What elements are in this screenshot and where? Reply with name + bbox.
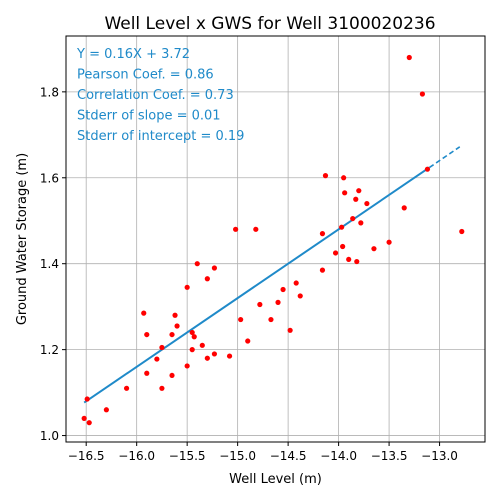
y-tick-label: 1.6 — [40, 171, 59, 185]
data-point — [341, 175, 347, 181]
data-point — [211, 351, 218, 357]
data-point — [194, 261, 200, 267]
x-tick-label: −15.5 — [169, 449, 206, 463]
data-point — [459, 228, 465, 235]
y-axis-ticks: 1.0 1.2 1.4 1.6 1.8 — [40, 85, 66, 443]
data-point — [280, 286, 286, 293]
data-point — [297, 293, 303, 299]
data-point — [287, 327, 293, 333]
data-point — [386, 239, 392, 245]
data-point — [169, 331, 175, 338]
stat-annotation: Y = 0.16X + 3.72 — [76, 47, 190, 62]
stat-annotation: Stderr of slope = 0.01 — [77, 109, 221, 124]
data-point — [358, 220, 364, 226]
data-point — [419, 91, 426, 97]
data-point — [86, 420, 92, 426]
data-point — [174, 323, 180, 329]
regression-line — [83, 166, 431, 404]
data-point — [154, 356, 160, 362]
regression-line-group — [83, 146, 461, 404]
plot-area-frame — [65, 35, 486, 443]
x-tick-label: −15.0 — [219, 449, 256, 463]
y-tick-label: 1.0 — [40, 429, 59, 443]
data-point — [406, 54, 412, 61]
data-point — [371, 246, 377, 252]
data-point — [204, 276, 210, 282]
data-points — [81, 54, 465, 426]
data-point — [169, 372, 175, 379]
data-point — [364, 200, 370, 207]
data-point — [233, 226, 239, 232]
regression-stats: Y = 0.16X + 3.72 Pearson Coef. = 0.86 Corr… — [76, 47, 244, 144]
x-tick-label: −16.0 — [118, 449, 155, 463]
data-point — [275, 299, 281, 305]
y-axis-label: Ground Water Storage (m) — [15, 153, 30, 325]
data-point — [350, 215, 356, 222]
stat-annotation: Correlation Coef. = 0.73 — [77, 88, 234, 103]
data-point — [191, 334, 197, 340]
regression-line-extension — [429, 146, 461, 169]
data-point — [189, 347, 195, 353]
data-point — [172, 312, 178, 318]
data-point — [123, 385, 130, 391]
data-point — [268, 316, 274, 323]
y-tick-label: 1.2 — [40, 343, 59, 357]
data-point — [159, 385, 165, 391]
data-point — [353, 196, 359, 202]
y-tick-label: 1.4 — [40, 257, 59, 271]
data-point — [354, 258, 360, 265]
chart-title: Well Level x GWS for Well 3100020236 — [104, 14, 435, 34]
y-tick-label: 1.8 — [40, 85, 59, 99]
x-tick-label: −16.5 — [68, 449, 105, 463]
data-point — [103, 407, 109, 413]
data-point — [226, 353, 233, 359]
data-point — [424, 166, 431, 172]
data-point — [199, 342, 205, 348]
data-point — [144, 331, 150, 338]
data-point — [204, 355, 210, 361]
data-point — [319, 231, 326, 237]
data-point — [84, 396, 90, 402]
data-point — [346, 256, 352, 263]
x-tick-label: −13.0 — [421, 449, 458, 463]
data-point — [211, 265, 218, 271]
data-point — [319, 267, 326, 273]
stat-annotation: Stderr of intercept = 0.19 — [77, 129, 244, 144]
data-point — [401, 205, 407, 211]
data-point — [340, 243, 346, 250]
data-point — [184, 284, 190, 290]
data-point — [245, 338, 251, 344]
x-axis-ticks: −16.5 −16.0 −15.5 −15.0 −14.5 −14.0 −13.5 −13.0 — [68, 442, 458, 463]
data-point — [253, 226, 259, 232]
x-axis-label: Well Level (m) — [229, 472, 322, 487]
data-point — [356, 188, 362, 194]
data-point — [141, 310, 147, 316]
data-point — [293, 280, 299, 286]
data-point — [257, 301, 263, 308]
x-tick-label: −14.5 — [270, 449, 307, 463]
data-point — [238, 316, 244, 323]
data-point — [81, 415, 87, 421]
data-point — [184, 363, 190, 369]
x-tick-label: −14.0 — [320, 449, 357, 463]
data-point — [159, 344, 165, 351]
data-point — [144, 370, 150, 376]
data-point — [189, 329, 195, 336]
stat-annotation: Pearson Coef. = 0.86 — [77, 68, 214, 83]
data-point — [339, 224, 345, 230]
data-point — [342, 190, 348, 196]
data-point — [322, 173, 329, 179]
x-tick-label: −13.5 — [371, 449, 408, 463]
data-point — [332, 250, 339, 256]
grid-lines — [66, 36, 485, 442]
